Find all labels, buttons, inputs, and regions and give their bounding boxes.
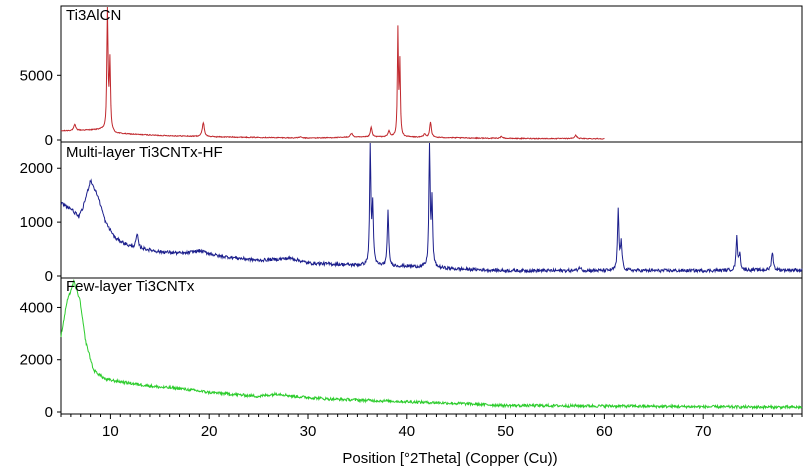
y-ticks-multilayer: 0 1000 2000 — [20, 160, 61, 285]
y-tick-label: 2000 — [20, 160, 53, 177]
panel-frame-ti3alcn — [60, 5, 803, 143]
x-axis: 10 20 30 40 50 60 70 — [60, 414, 803, 440]
panel-fewlayer: 0 2000 4000 Few-layer Ti3CNTx — [20, 277, 803, 421]
y-tick-label: 4000 — [20, 299, 53, 316]
x-tick-label: 10 — [102, 423, 119, 440]
y-tick-label: 0 — [45, 268, 53, 285]
y-ticks-ti3alcn: 0 5000 — [20, 67, 61, 149]
x-axis-title: Position [°2Theta] (Copper (Cu)) — [342, 450, 557, 467]
y-tick-label: 0 — [45, 132, 53, 149]
panel-title-fewlayer: Few-layer Ti3CNTx — [66, 278, 195, 295]
panel-title-multilayer: Multi-layer Ti3CNTx-HF — [66, 144, 223, 161]
y-tick-label: 1000 — [20, 214, 53, 231]
x-tick-label: 30 — [300, 423, 317, 440]
x-tick-label: 70 — [695, 423, 712, 440]
x-tick-label: 40 — [398, 423, 415, 440]
x-tick-label: 50 — [497, 423, 514, 440]
series-line-fewlayer — [60, 279, 803, 411]
x-tick-label: 60 — [596, 423, 613, 440]
panel-ti3alcn: 0 5000 Ti3AlCN — [20, 5, 803, 149]
y-ticks-fewlayer: 0 2000 4000 — [20, 299, 61, 421]
series-line-multilayer — [60, 142, 803, 274]
panel-title-ti3alcn: Ti3AlCN — [66, 7, 121, 24]
panel-frame-fewlayer — [60, 277, 803, 415]
series-line-ti3alcn — [60, 6, 605, 140]
x-tick-label: 20 — [201, 423, 218, 440]
y-tick-label: 5000 — [20, 67, 53, 84]
y-tick-label: 2000 — [20, 352, 53, 369]
panel-multilayer: 0 1000 2000 Multi-layer Ti3CNTx-HF — [20, 141, 803, 285]
y-tick-label: 0 — [45, 404, 53, 421]
